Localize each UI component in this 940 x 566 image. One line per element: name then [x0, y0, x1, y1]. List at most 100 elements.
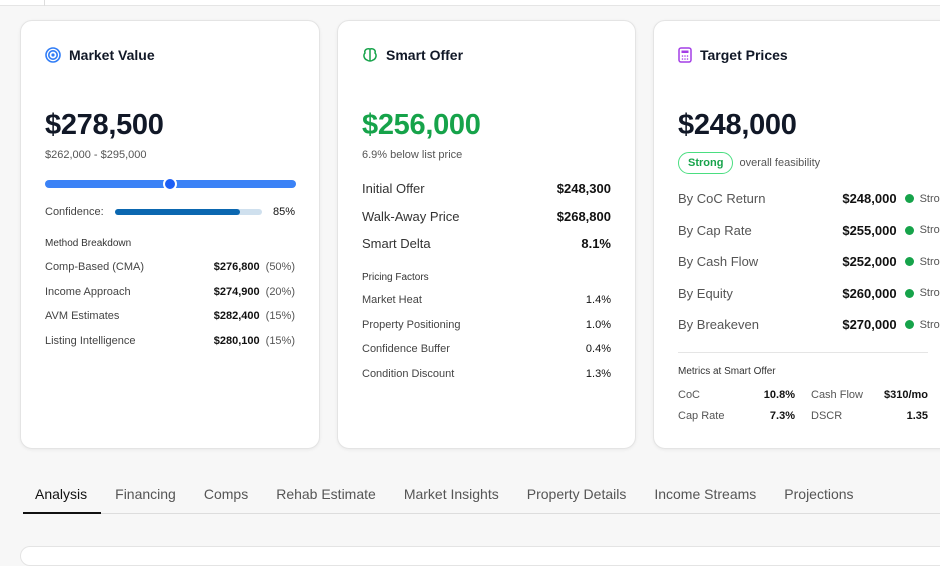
factor-value: 1.3% [585, 367, 611, 380]
feasibility-badge: Strong [678, 152, 734, 174]
slider-handle[interactable] [163, 177, 177, 191]
tab-bar: Analysis Financing Comps Rehab Estimate Mark… [23, 478, 940, 514]
metric-value: 7.3% [769, 410, 795, 422]
tab-comps[interactable]: Comps [203, 486, 249, 502]
content-panel [20, 546, 940, 566]
target-status: Strong [919, 287, 940, 299]
metric-value: 1.35 [906, 410, 928, 422]
offer-value: $268,800 [556, 208, 611, 224]
method-weight: (15%) [265, 334, 295, 347]
metric-item: Cap Rate 7.3% [678, 410, 795, 422]
target-label: By Cap Rate [678, 222, 752, 238]
breakdown-title: Method Breakdown [45, 238, 132, 249]
tab-income-streams[interactable]: Income Streams [654, 486, 757, 502]
target-value: $270,000 [842, 317, 897, 332]
factor-label: Confidence Buffer [362, 343, 450, 355]
method-label: Listing Intelligence [45, 334, 136, 347]
offer-label: Walk-Away Price [362, 208, 460, 224]
target-status: Strong [919, 318, 940, 331]
divider [44, 0, 45, 6]
offer-row: Walk-Away Price $268,800 [362, 209, 611, 224]
tab-property-details[interactable]: Property Details [526, 486, 627, 502]
target-value: $255,000 [842, 222, 897, 238]
metric-label: Cash Flow [811, 389, 863, 401]
offer-value: 8.1% [581, 236, 611, 251]
status-dot-icon [904, 288, 914, 298]
tab-market-insights[interactable]: Market Insights [403, 486, 499, 502]
target-icon [45, 47, 61, 63]
card-title: Target Prices [700, 47, 788, 63]
target-status: Strong [919, 192, 940, 205]
tab-analysis[interactable]: Analysis [23, 478, 102, 514]
target-value: $260,000 [842, 285, 897, 301]
factors-title: Pricing Factors [362, 272, 429, 283]
method-label: Income Approach [45, 285, 131, 298]
tab-rehab-estimate[interactable]: Rehab Estimate [276, 486, 376, 502]
status-dot-icon [904, 194, 914, 203]
offer-label: Smart Delta [362, 236, 431, 251]
target-price-value: $248,000 [678, 109, 797, 141]
status-dot-icon [904, 225, 914, 235]
factor-row: Market Heat 1.4% [362, 294, 611, 306]
method-weight: (15%) [265, 310, 295, 322]
confidence-bar [114, 209, 262, 215]
method-label: Comp-Based (CMA) [45, 261, 145, 273]
target-label: By Breakeven [678, 317, 759, 332]
range-slider[interactable] [45, 177, 296, 191]
target-status: Strong [919, 255, 940, 268]
target-row: By Cash Flow $252,000 Strong [678, 254, 940, 269]
target-label: By Cash Flow [678, 254, 759, 269]
confidence-value: 85% [272, 206, 295, 218]
calculator-icon [678, 47, 692, 63]
target-row: By Breakeven $270,000 Strong [678, 317, 940, 332]
method-row: Listing Intelligence $280,100 (15%) [45, 335, 295, 347]
market-value-card: Market Value $278,500 $262,000 - $295,00… [20, 20, 320, 449]
method-value: $282,400 [213, 310, 260, 322]
factor-label: Condition Discount [362, 367, 455, 380]
card-title: Market Value [69, 47, 155, 63]
smart-offer-subtitle: 6.9% below list price [362, 149, 463, 161]
method-value: $280,100 [213, 334, 260, 347]
target-status: Strong [919, 224, 940, 236]
factor-value: 0.4% [585, 343, 611, 355]
target-row: By CoC Return $248,000 Strong [678, 191, 940, 206]
offer-label: Initial Offer [362, 181, 425, 196]
target-row: By Cap Rate $255,000 Strong [678, 223, 940, 238]
top-bar [0, 0, 940, 6]
metric-label: DSCR [811, 410, 843, 422]
target-value: $252,000 [842, 254, 897, 269]
status-dot-icon [904, 257, 914, 266]
metric-item: CoC 10.8% [678, 389, 795, 401]
factor-row: Confidence Buffer 0.4% [362, 343, 611, 355]
method-row: Comp-Based (CMA) $276,800 (50%) [45, 261, 295, 273]
metric-item: DSCR 1.35 [811, 410, 928, 422]
target-row: By Equity $260,000 Strong [678, 286, 940, 301]
factor-row: Property Positioning 1.0% [362, 319, 611, 331]
divider [678, 352, 928, 353]
smart-offer-value: $256,000 [362, 109, 481, 141]
method-weight: (50%) [265, 261, 295, 273]
card-title: Smart Offer [386, 47, 464, 63]
method-row: AVM Estimates $282,400 (15%) [45, 310, 295, 322]
tab-financing[interactable]: Financing [115, 486, 176, 502]
method-weight: (20%) [265, 285, 295, 298]
factor-value: 1.4% [585, 294, 611, 306]
brain-icon [363, 48, 377, 62]
market-value: $278,500 [45, 109, 164, 141]
target-value: $248,000 [842, 191, 897, 206]
metric-value: 10.8% [763, 389, 795, 401]
tab-projections[interactable]: Projections [784, 486, 854, 502]
metrics-title: Metrics at Smart Offer [678, 366, 776, 377]
factor-label: Property Positioning [362, 318, 461, 331]
metric-label: Cap Rate [678, 410, 725, 422]
status-dot-icon [904, 320, 914, 329]
value-range: $262,000 - $295,000 [45, 149, 147, 161]
confidence-label: Confidence: [45, 206, 104, 218]
method-label: AVM Estimates [45, 310, 120, 322]
target-label: By Equity [678, 285, 733, 301]
offer-row: Smart Delta 8.1% [362, 236, 611, 251]
target-prices-card: Target Prices $248,000 Strong overall fe… [653, 20, 940, 449]
factor-label: Market Heat [362, 294, 422, 306]
feasibility-note: overall feasibility [739, 157, 821, 169]
metric-item: Cash Flow $310/mo [811, 389, 928, 401]
